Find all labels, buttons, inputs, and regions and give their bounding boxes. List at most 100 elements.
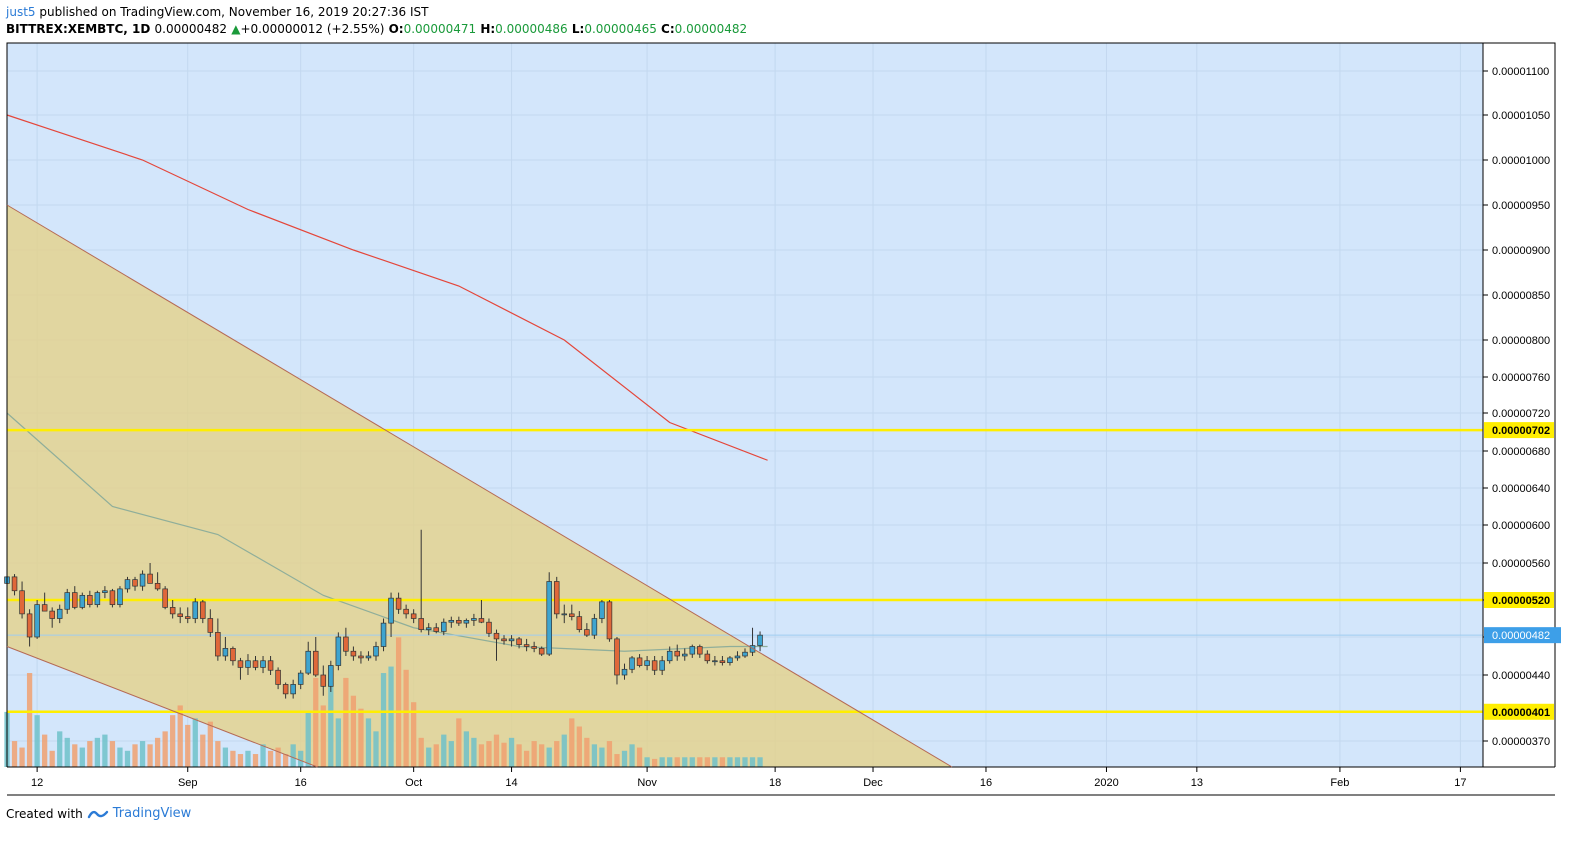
- candle-body: [418, 618, 424, 630]
- candle-body: [49, 610, 55, 619]
- volume-bar: [456, 718, 462, 767]
- x-tick-label: 12: [31, 777, 43, 789]
- candle-body: [177, 613, 183, 617]
- volume-bar: [697, 757, 703, 767]
- time-axis[interactable]: 12 Sep 16 Oct 14 Nov 18 Dec 16 2020 13 Feb 17: [31, 767, 1467, 789]
- volume-bar: [749, 757, 756, 767]
- ma-long-line: [6, 114, 768, 461]
- volume-bar: [358, 708, 364, 767]
- candle-body: [252, 660, 259, 668]
- candle-body: [147, 573, 153, 584]
- x-tick-label: 14: [505, 777, 517, 789]
- x-tick-label: Feb: [1330, 777, 1349, 789]
- x-tick-label: 16: [980, 777, 992, 789]
- price-chart[interactable]: 0.000003700.000004400.000004800.00000520…: [0, 0, 1588, 800]
- candle-body: [154, 582, 161, 590]
- volume-bar: [539, 744, 545, 767]
- candle-body: [132, 579, 138, 587]
- close-value: 0.00000482: [674, 22, 748, 36]
- volume-bar: [275, 747, 281, 767]
- x-tick-label: 18: [769, 777, 781, 789]
- candle-body: [659, 660, 665, 671]
- candle-body: [102, 590, 108, 593]
- y-tick-label: 0.00000370: [1492, 736, 1550, 748]
- candle-body: [546, 581, 552, 655]
- candle-body: [553, 581, 560, 615]
- candle-body: [569, 613, 575, 617]
- volume-bar: [599, 747, 605, 767]
- volume-bar: [365, 718, 372, 767]
- candle-body: [169, 607, 176, 615]
- volume-bar: [252, 754, 259, 767]
- candle-body: [463, 619, 470, 624]
- open-value: 0.00000471: [403, 22, 477, 36]
- x-tick-label: 17: [1454, 777, 1466, 789]
- candle-body: [124, 579, 131, 590]
- volume-bar: [546, 747, 552, 767]
- ohlc-line: BITTREX:XEMBTC, 1D 0.00000482 ▲+0.000000…: [6, 21, 747, 38]
- volume-bar: [516, 744, 522, 767]
- volume-bar: [569, 718, 575, 767]
- candle-body: [267, 660, 274, 671]
- volume-bar: [704, 757, 710, 767]
- volume-bar: [689, 757, 695, 767]
- volume-bar: [554, 741, 560, 767]
- volume-bar: [350, 695, 357, 767]
- candle-body: [297, 672, 304, 685]
- volume-bar: [523, 750, 530, 767]
- candle-body: [388, 597, 394, 624]
- candle-body: [538, 648, 545, 655]
- volume-bar: [102, 734, 108, 767]
- volume-bar: [734, 757, 741, 767]
- candle-body: [523, 644, 530, 647]
- candle-body: [704, 653, 711, 662]
- candle-body: [697, 646, 703, 655]
- candle-body: [184, 616, 191, 619]
- y-tick-label: 0.00000560: [1492, 558, 1550, 570]
- publish-line: just5 published on TradingView.com, Nove…: [6, 4, 747, 21]
- volume-bar: [200, 734, 206, 767]
- candle-body: [561, 613, 568, 616]
- close-label: C:: [661, 22, 675, 36]
- volume-bar: [636, 747, 643, 767]
- candle-body: [19, 590, 25, 615]
- y-tick-label: 0.00000760: [1492, 372, 1550, 384]
- level-price-label: 0.00000520: [1492, 595, 1550, 607]
- y-tick-label: 0.00000680: [1492, 446, 1550, 458]
- candle-body: [584, 629, 590, 636]
- volume-bar: [576, 726, 582, 767]
- candle-body: [666, 650, 673, 662]
- level-price-label: 0.00000401: [1492, 707, 1550, 719]
- up-arrow-icon: ▲: [231, 22, 241, 36]
- candle-body: [358, 655, 364, 659]
- candle-body: [403, 608, 409, 615]
- candle-body: [207, 618, 214, 633]
- candle-body: [606, 601, 613, 640]
- volume-bar: [674, 757, 680, 767]
- candle-body: [644, 660, 650, 666]
- candle-body: [34, 604, 40, 638]
- current-price-tag: [1484, 627, 1561, 644]
- volume-bar: [621, 750, 628, 767]
- volume-bar: [154, 737, 161, 767]
- price-axis-background: [1484, 44, 1554, 766]
- volume-bar: [531, 741, 537, 767]
- volume-bar: [87, 741, 93, 767]
- volume-bar: [433, 744, 439, 767]
- volume-bar: [57, 731, 63, 767]
- volume-bar: [305, 711, 311, 767]
- volume-bar: [591, 744, 598, 767]
- volume-bar: [682, 757, 688, 767]
- candle-body: [162, 588, 168, 608]
- volume-bar: [117, 747, 123, 767]
- author-link[interactable]: just5: [6, 5, 36, 19]
- tradingview-link[interactable]: TradingView: [112, 806, 192, 821]
- channel-upper-line: [6, 204, 953, 768]
- volume-bar: [388, 666, 394, 767]
- candle-body: [215, 632, 221, 657]
- footer: Created with TradingView: [6, 806, 191, 821]
- volume-bar: [411, 702, 417, 767]
- volume-bar: [132, 744, 138, 767]
- volume-bar: [667, 757, 673, 767]
- x-tick-label: 16: [295, 777, 307, 789]
